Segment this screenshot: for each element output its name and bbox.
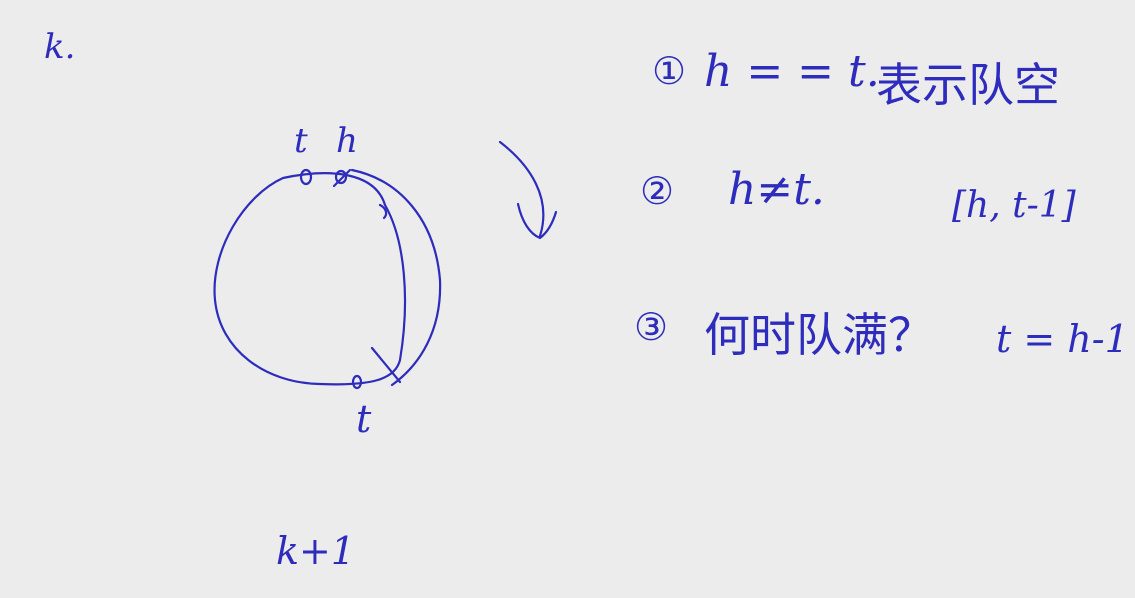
- notch-mark: [378, 203, 388, 220]
- item2-number: ②: [640, 169, 675, 213]
- slot-marker-t-top: [299, 168, 313, 186]
- item1-meaning: 表示队空: [876, 58, 1060, 112]
- item3-number: ③: [634, 305, 669, 349]
- item2-range: [h, t-1]: [952, 185, 1076, 226]
- circular-queue-ring: [213, 172, 407, 386]
- slot-marker-t-bottom: [351, 374, 363, 390]
- slot-marker-h: [334, 169, 348, 185]
- pointer-label-h-top: h: [336, 121, 358, 161]
- item3-answer: t = h-1: [996, 317, 1129, 361]
- item3-question: 何时队满？: [704, 308, 934, 362]
- item2-formula: h≠t.: [728, 164, 825, 215]
- item1-formula: h = = t.: [704, 46, 880, 97]
- slot-marker-h-cross: [332, 168, 352, 188]
- pointer-label-t-bottom: t: [356, 397, 372, 441]
- slash-mark: [370, 346, 402, 384]
- curved-arrow: [498, 140, 545, 238]
- pointer-arc: [350, 168, 442, 387]
- bottom-expression: k+1: [276, 529, 356, 573]
- corner-k-label: k.: [44, 27, 76, 67]
- pointer-label-t-top: t: [294, 121, 308, 161]
- item1-number: ①: [652, 49, 687, 93]
- curved-arrow-head: [516, 202, 558, 240]
